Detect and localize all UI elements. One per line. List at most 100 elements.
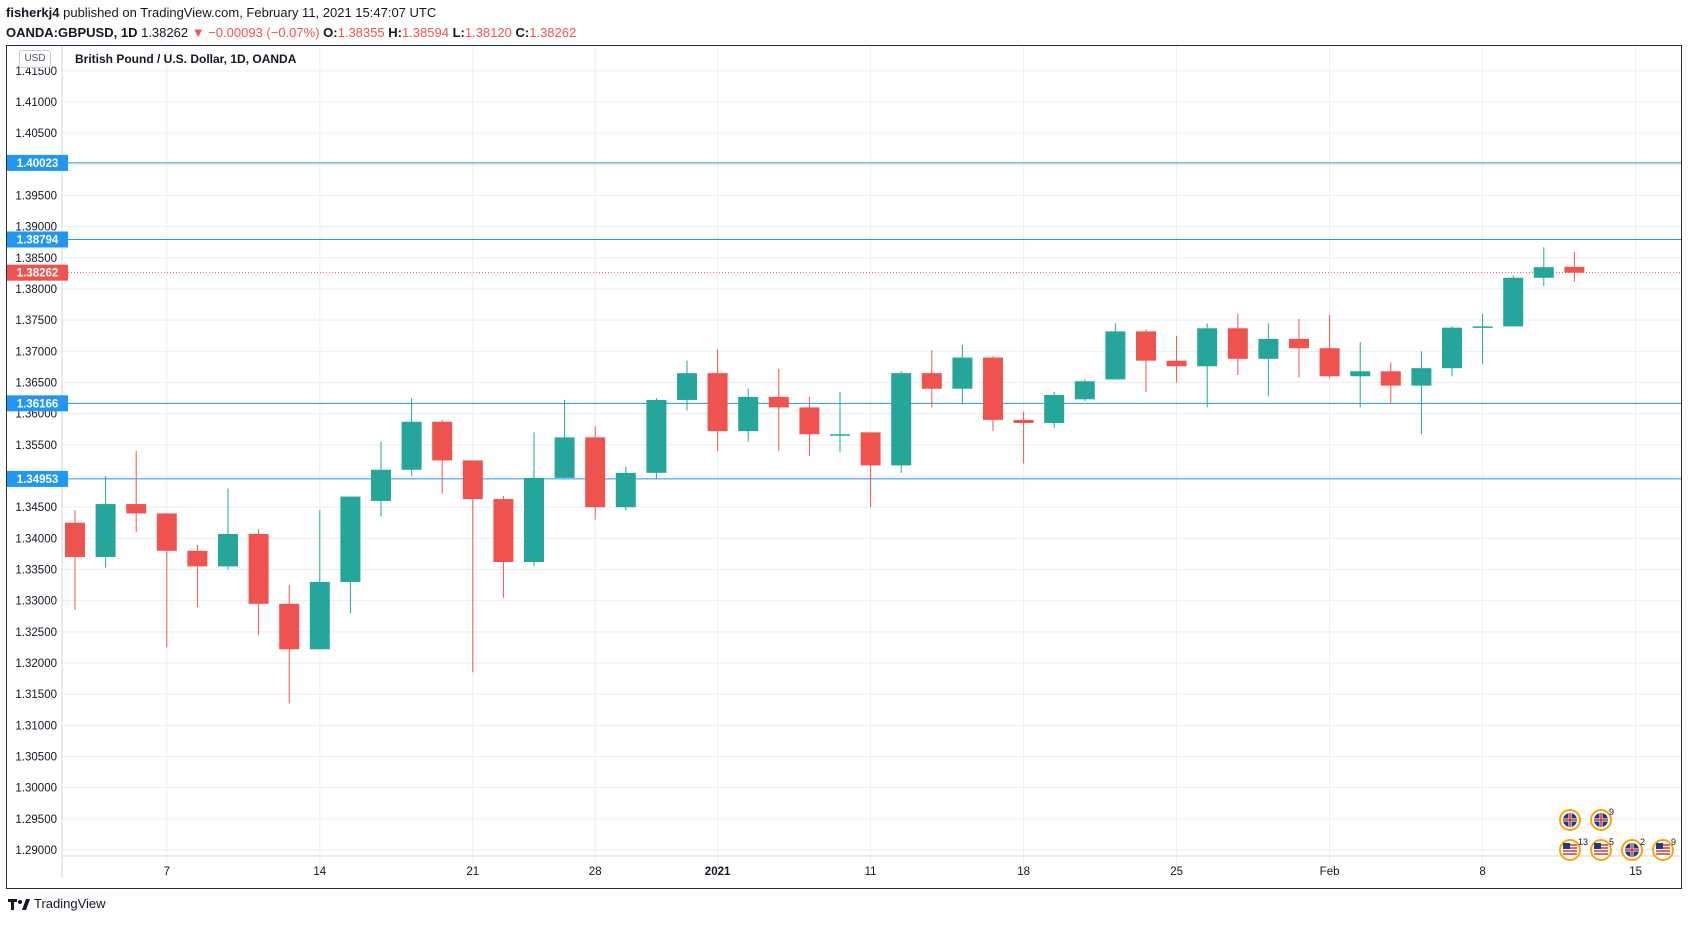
candle-body: [1503, 277, 1524, 327]
candle-body: [677, 373, 697, 400]
event-marker-count: 9: [1671, 837, 1676, 847]
candle-body: [432, 421, 453, 461]
y-tick-label: 1.32000: [15, 658, 57, 670]
candle-body: [1074, 381, 1095, 400]
us-flag-canton: [1656, 843, 1663, 849]
candle-body: [309, 581, 330, 650]
candle-body: [830, 434, 850, 436]
open-label: O:: [323, 25, 338, 40]
y-tick-label: 1.41500: [15, 66, 57, 78]
y-tick-label: 1.41000: [15, 97, 57, 109]
candle-body: [1013, 419, 1034, 424]
price-level-badge: [7, 231, 68, 248]
candle-body: [279, 603, 300, 650]
price-level-label: 1.40023: [17, 158, 59, 170]
y-tick-label: 1.33000: [15, 596, 57, 608]
low-value: 1.38120: [464, 25, 512, 40]
event-marker-count: 5: [1609, 837, 1614, 847]
change-arrow-icon: ▼: [191, 25, 205, 40]
chart-title: British Pound / U.S. Dollar, 1D, OANDA: [75, 52, 297, 66]
candle-body: [340, 496, 361, 582]
x-tick-label: 25: [1170, 866, 1183, 878]
candle-body: [921, 373, 942, 389]
y-tick-label: 1.35500: [15, 440, 57, 452]
ohlc-line: OANDA:GBPUSD, 1D 1.38262 ▼ −0.00093 (−0.…: [6, 24, 576, 41]
candle-body: [738, 396, 759, 432]
x-tick-label: 18: [1017, 866, 1030, 878]
price-level-badge: [7, 395, 68, 412]
candle-body: [524, 477, 544, 563]
candle-body: [615, 472, 636, 508]
y-tick-label: 1.39000: [15, 222, 57, 234]
candle-body: [248, 533, 269, 604]
last-price-label: 1.38262: [17, 268, 59, 280]
publish-line: fisherkj4 published on TradingView.com, …: [6, 4, 576, 21]
x-tick-label: 7: [164, 866, 170, 878]
y-tick-label: 1.34000: [15, 533, 57, 545]
close-value: 1.38262: [529, 25, 577, 40]
candle-body: [768, 396, 789, 408]
price-level-label: 1.36166: [17, 398, 59, 410]
change-value: −0.00093 (−0.07%): [208, 25, 320, 40]
y-tick-label: 1.39500: [15, 191, 57, 203]
published-text: published on TradingView.com, February 1…: [63, 5, 437, 20]
y-tick-label: 1.36000: [15, 409, 57, 421]
chart-frame: [6, 45, 1682, 889]
footer: TradingView: [8, 896, 106, 911]
close-label: C:: [515, 25, 530, 40]
last-price-badge: [7, 264, 68, 281]
event-marker-count: 13: [1578, 837, 1588, 847]
candle-body: [1258, 338, 1279, 359]
us-flag-canton: [1563, 843, 1570, 849]
candle-body: [891, 373, 912, 466]
candle-body: [1564, 266, 1585, 273]
candle-body: [983, 357, 1003, 420]
candle-body: [860, 432, 881, 466]
candle-body: [1533, 267, 1554, 278]
x-tick-label: Feb: [1320, 866, 1340, 878]
y-tick-label: 1.37000: [15, 346, 57, 358]
y-tick-label: 1.34500: [15, 502, 57, 514]
footer-brand[interactable]: TradingView: [34, 896, 106, 911]
y-tick-label: 1.29500: [15, 814, 57, 826]
price-level-label: 1.38794: [17, 235, 59, 247]
publisher-name[interactable]: fisherkj4: [6, 5, 60, 20]
event-marker-count: 2: [1640, 837, 1645, 847]
candle-body: [1105, 331, 1126, 380]
x-tick-label: 21: [466, 866, 479, 878]
y-tick-label: 1.37500: [15, 315, 57, 327]
candle-body: [952, 357, 973, 389]
candle-body: [493, 499, 514, 563]
candle-body: [1472, 326, 1493, 328]
candle-body: [1197, 328, 1218, 367]
price-level-label: 1.34953: [17, 474, 59, 486]
candle-body: [401, 421, 422, 470]
y-tick-label: 1.31500: [15, 689, 57, 701]
candle-body: [371, 469, 391, 501]
x-tick-label: 2021: [705, 866, 731, 878]
last-price: 1.38262: [141, 25, 189, 40]
low-label: L:: [452, 25, 465, 40]
candle-body: [1350, 371, 1371, 377]
x-tick-label: 15: [1629, 866, 1642, 878]
high-label: H:: [388, 25, 402, 40]
candle-body: [65, 522, 85, 558]
x-tick-label: 11: [865, 866, 877, 878]
y-tick-label: 1.32500: [15, 627, 57, 639]
candle-body: [707, 373, 728, 432]
candle-body: [187, 550, 208, 567]
candle-body: [1411, 368, 1432, 386]
symbol-label[interactable]: OANDA:GBPUSD, 1D: [6, 25, 138, 40]
candle-body: [95, 504, 116, 558]
x-tick-label: 14: [313, 866, 326, 878]
candle-body: [1319, 348, 1340, 377]
y-tick-label: 1.33500: [15, 565, 57, 577]
y-tick-label: 1.38000: [15, 284, 57, 296]
y-tick-label: 1.38500: [15, 253, 57, 265]
high-value: 1.38594: [401, 25, 449, 40]
y-tick-label: 1.29000: [15, 845, 57, 857]
currency-badge[interactable]: USD: [19, 50, 51, 68]
candle-body: [554, 437, 575, 478]
candle-body: [1289, 338, 1309, 349]
